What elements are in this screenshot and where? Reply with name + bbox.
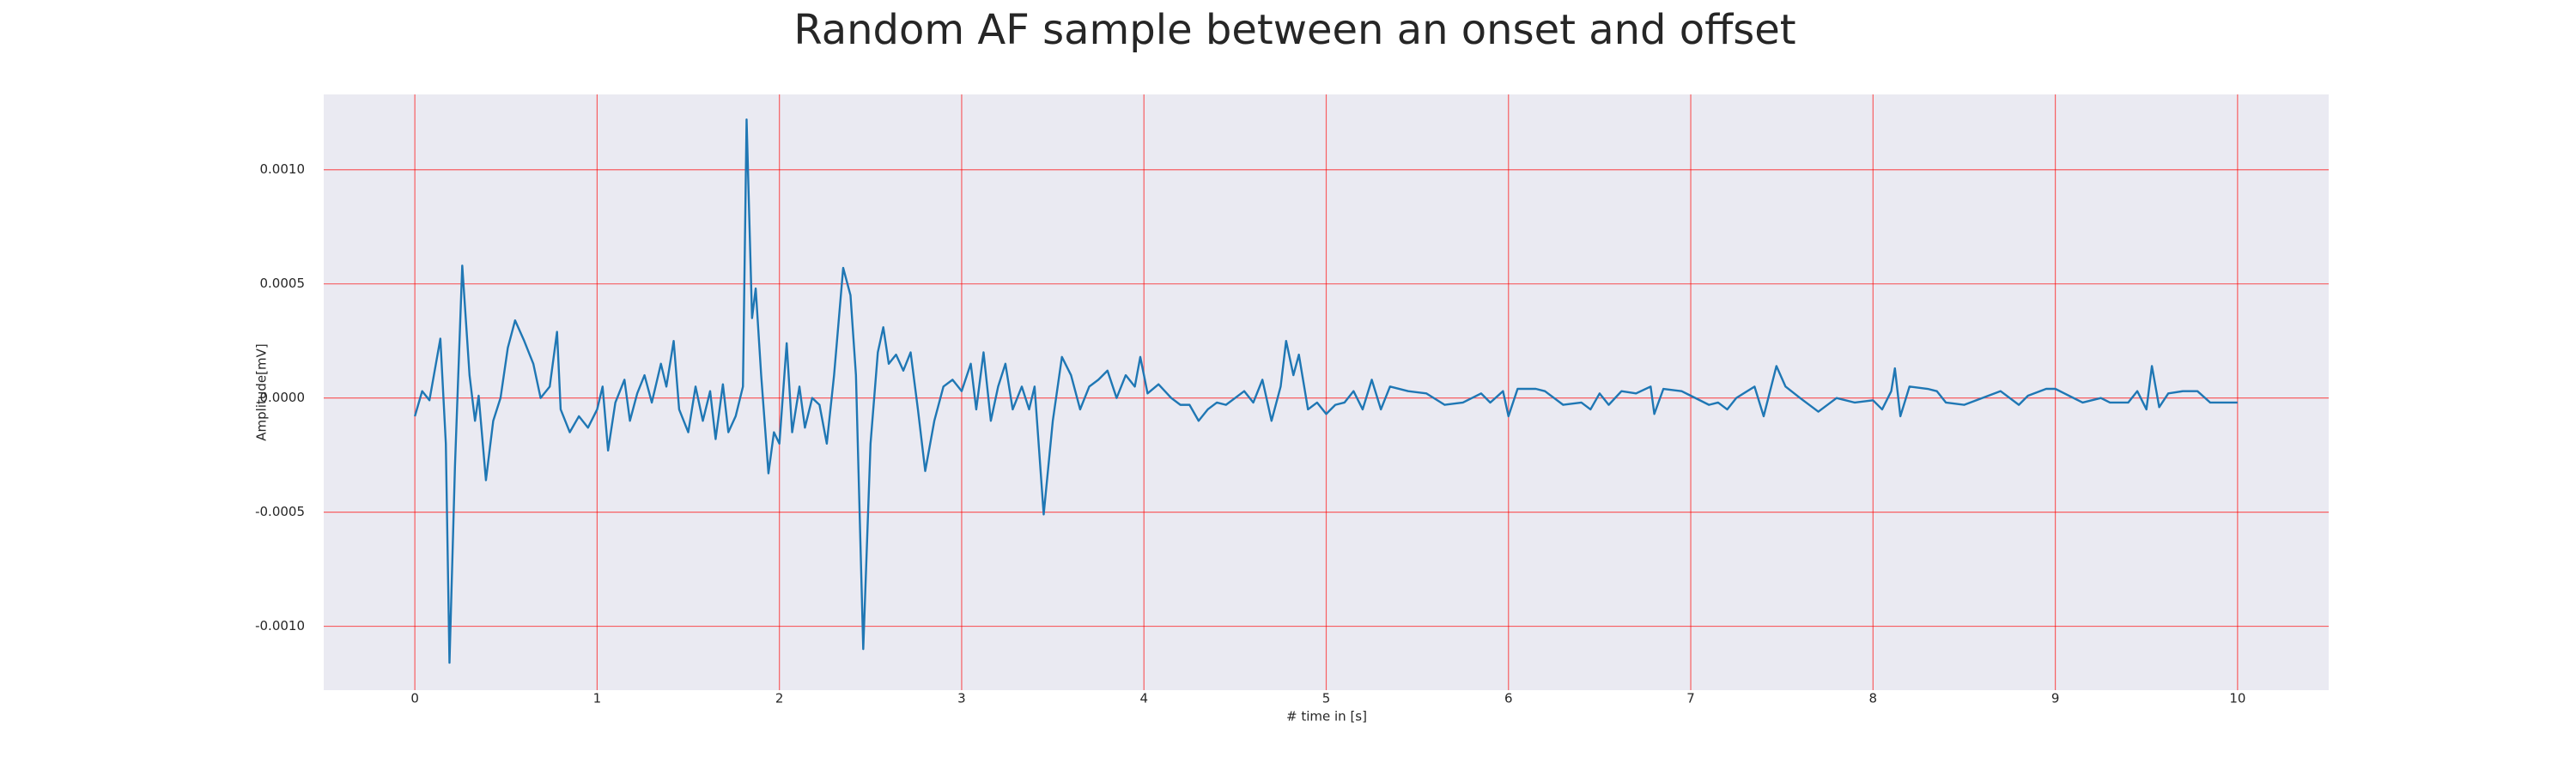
x-tick-label: 3 xyxy=(957,691,966,706)
y-tick-label: -0.0005 xyxy=(255,504,305,519)
x-tick-label: 7 xyxy=(1686,691,1695,706)
x-tick-label: 4 xyxy=(1139,691,1148,706)
y-tick-label: 0.0010 xyxy=(260,161,306,177)
x-tick-label: 0 xyxy=(410,691,419,706)
x-tick-label: 6 xyxy=(1504,691,1513,706)
data-line xyxy=(413,118,2238,664)
x-tick-label: 10 xyxy=(2229,691,2245,706)
chart-title: Random AF sample between an onset and of… xyxy=(793,6,1795,54)
x-tick-label: 8 xyxy=(1869,691,1878,706)
y-tick-label: 0.0000 xyxy=(260,390,306,405)
x-tick-label: 5 xyxy=(1322,691,1331,706)
y-axis-label: Amplitude[mV] xyxy=(254,343,270,440)
x-tick-label: 2 xyxy=(775,691,784,706)
x-tick-label: 1 xyxy=(593,691,602,706)
x-axis-label: # time in [s] xyxy=(1286,709,1367,724)
y-tick-label: -0.0010 xyxy=(255,618,305,634)
y-tick-label: 0.0005 xyxy=(260,276,306,291)
x-tick-label: 9 xyxy=(2051,691,2060,706)
